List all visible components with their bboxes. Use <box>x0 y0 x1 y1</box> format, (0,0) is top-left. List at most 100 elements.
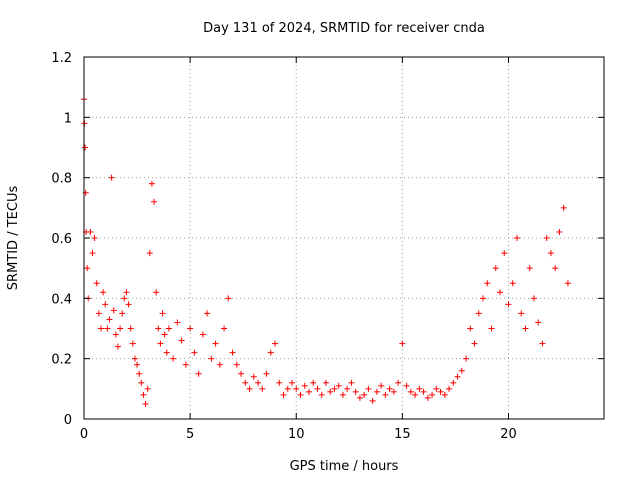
data-point <box>129 340 136 347</box>
data-point <box>344 385 351 392</box>
x-tick-label: 10 <box>288 427 305 442</box>
y-tick-label: 0.8 <box>51 172 72 187</box>
data-point <box>429 391 436 398</box>
data-point <box>433 385 440 392</box>
data-point <box>310 379 317 386</box>
data-point <box>191 349 198 356</box>
y-axis-label: SRMTID / TECUs <box>6 186 21 291</box>
data-point <box>102 301 109 308</box>
data-point <box>501 250 508 257</box>
data-point <box>407 388 414 395</box>
data-point <box>505 301 512 308</box>
data-point <box>276 379 283 386</box>
data-point <box>378 382 385 389</box>
data-point <box>412 391 419 398</box>
y-tick-label: 0 <box>64 413 72 428</box>
data-point <box>441 391 448 398</box>
axis-ticks: 0 5 10 15 20 0 0.2 0.4 0.6 0.8 1 1.2 <box>51 51 604 442</box>
data-point <box>148 180 155 187</box>
data-point <box>535 319 542 326</box>
data-point <box>140 391 147 398</box>
data-point <box>289 379 295 386</box>
data-point <box>208 355 215 362</box>
data-point <box>238 370 245 377</box>
data-point <box>182 361 189 368</box>
data-point <box>199 331 206 338</box>
data-point <box>97 325 104 332</box>
data-point <box>263 370 270 377</box>
data-point <box>170 355 177 362</box>
data-point <box>284 385 291 392</box>
data-point <box>121 295 128 302</box>
data-point <box>142 400 149 407</box>
data-point <box>348 379 355 386</box>
data-point <box>297 391 304 398</box>
y-tick-label: 0.6 <box>51 232 72 247</box>
data-point <box>187 325 194 332</box>
data-point <box>82 144 89 151</box>
data-point <box>543 235 550 241</box>
data-point <box>229 349 236 356</box>
data-point <box>114 343 121 350</box>
data-point <box>513 235 520 241</box>
data-point <box>509 280 516 287</box>
data-point <box>95 310 102 317</box>
data-point <box>552 265 559 272</box>
data-point <box>556 228 563 235</box>
data-point <box>159 310 166 317</box>
data-point <box>259 385 266 392</box>
data-point <box>225 295 232 302</box>
data-point <box>424 394 431 401</box>
data-point <box>386 385 393 392</box>
data-point <box>163 349 170 356</box>
data-point <box>134 361 141 368</box>
data-point <box>369 397 376 404</box>
data-point <box>484 280 491 287</box>
data-point <box>454 373 461 380</box>
data-point <box>318 391 325 398</box>
x-tick-label: 20 <box>500 427 517 442</box>
data-point <box>450 379 457 386</box>
data-point <box>530 295 537 302</box>
data-point <box>480 295 487 302</box>
data-point <box>331 385 338 392</box>
data-point <box>221 325 228 332</box>
y-tick-label: 1.2 <box>51 51 72 66</box>
data-point <box>127 325 134 332</box>
data-point <box>492 265 499 272</box>
data-point <box>420 388 427 395</box>
data-point <box>539 340 546 347</box>
data-point <box>117 325 124 332</box>
x-axis-label: GPS time / hours <box>290 459 399 474</box>
data-point <box>382 391 389 398</box>
data-point <box>403 382 410 389</box>
data-point <box>138 379 145 386</box>
data-point <box>446 385 453 392</box>
data-point <box>110 307 117 314</box>
y-tick-label: 1 <box>64 111 72 126</box>
data-point <box>475 310 482 317</box>
x-tick-label: 5 <box>186 427 194 442</box>
data-point <box>314 385 321 392</box>
data-point <box>467 325 474 332</box>
x-tick-label: 0 <box>80 427 88 442</box>
data-point <box>204 310 211 317</box>
data-point <box>125 301 132 308</box>
data-point <box>157 340 164 347</box>
data-point <box>195 370 202 377</box>
chart-title: Day 131 of 2024, SRMTID for receiver cnd… <box>203 21 485 36</box>
data-point <box>327 388 334 395</box>
data-point <box>93 280 100 287</box>
data-point <box>373 388 380 395</box>
data-points <box>81 96 571 407</box>
data-point <box>560 204 567 211</box>
data-point <box>84 265 91 272</box>
data-point <box>518 310 525 317</box>
data-point <box>165 325 172 332</box>
data-point <box>365 385 372 392</box>
data-point <box>395 379 402 386</box>
data-point <box>136 370 143 377</box>
data-point <box>463 355 470 362</box>
data-point <box>352 388 359 395</box>
